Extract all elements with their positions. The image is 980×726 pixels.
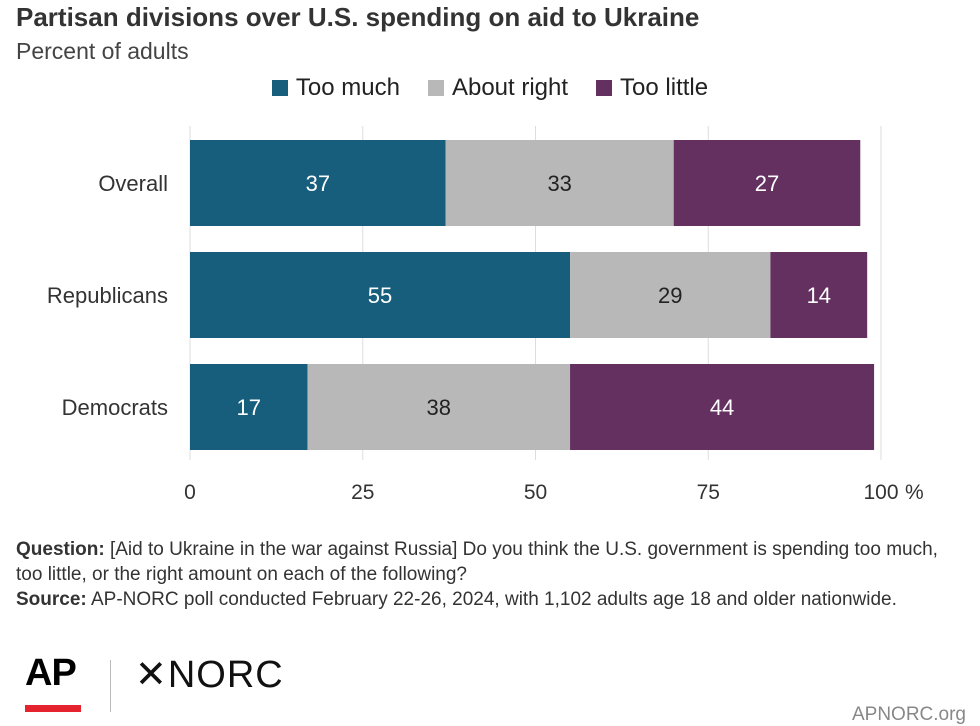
legend-label-too-much: Too much [295,74,400,101]
x-tick-label-0: 0 [184,481,196,504]
ap-logo-bar [25,705,81,712]
data-label-overall-too-little: 27 [755,171,779,196]
category-label-republicans: Republicans [47,283,168,308]
footer: AP ✕NORC APNORC.org [0,648,980,725]
norc-star-icon: ✕ [135,654,168,696]
category-label-overall: Overall [98,171,168,196]
data-label-overall-too-much: 37 [306,171,330,196]
category-label-democrats: Democrats [62,395,168,420]
norc-logo: ✕NORC [135,652,284,697]
bar-republicans-too-much [190,252,571,338]
x-unit-label: % [905,481,924,504]
logo-divider [110,660,111,712]
source-note: Source: AP-NORC poll conducted February … [16,587,956,612]
data-label-democrats-too-little: 44 [710,395,734,420]
x-tick-label-25: 25 [351,481,374,504]
source-label: Source: [16,589,87,610]
stacked-bar-chart: 0 25 50 75 100 % Overall 37 33 27 Republicans 55 29 1… [47,126,924,504]
bar-democrats-about-right [307,364,571,450]
chart-notes: Question: [Aid to Ukraine in the war aga… [16,537,956,612]
bar-democrats-too-little [570,364,875,450]
chart-subtitle: Percent of adults [16,38,189,64]
data-label-democrats-too-much: 17 [236,395,260,420]
site-url: APNORC.org [851,704,966,725]
legend: Too much About right Too little [0,74,980,102]
x-tick-label-100: 100 [863,481,898,504]
bar-overall-about-right [445,140,674,226]
x-tick-label-50: 50 [524,481,547,504]
data-label-republicans-too-little: 14 [807,283,831,308]
data-label-overall-about-right: 33 [547,171,571,196]
chart-title: Partisan divisions over U.S. spending on… [16,2,700,32]
bar-overall-too-little [673,140,861,226]
data-label-republicans-about-right: 29 [658,283,682,308]
bar-overall-too-much [190,140,446,226]
legend-label-about-right: About right [451,74,569,101]
legend-swatch-about-right [427,80,444,96]
question-label: Question: [16,539,105,560]
legend-item-too-much: Too much [271,74,400,102]
source-text: AP-NORC poll conducted February 22-26, 2… [86,589,897,610]
bar-republicans-too-little [770,252,868,338]
legend-swatch-too-much [271,80,288,96]
legend-item-too-little: Too little [596,74,708,102]
bar-republicans-about-right [570,252,771,338]
legend-item-about-right: About right [427,74,569,102]
norc-logo-text: NORC [167,654,284,696]
legend-swatch-too-little [596,80,613,96]
question-note: Question: [Aid to Ukraine in the war aga… [16,537,956,587]
question-text: [Aid to Ukraine in the war against Russi… [16,539,938,585]
data-label-democrats-about-right: 38 [427,395,451,420]
x-tick-label-75: 75 [697,481,720,504]
bar-democrats-too-much [190,364,308,450]
ap-logo: AP [25,652,77,694]
data-label-republicans-too-much: 55 [368,283,392,308]
legend-label-too-little: Too little [620,74,709,101]
